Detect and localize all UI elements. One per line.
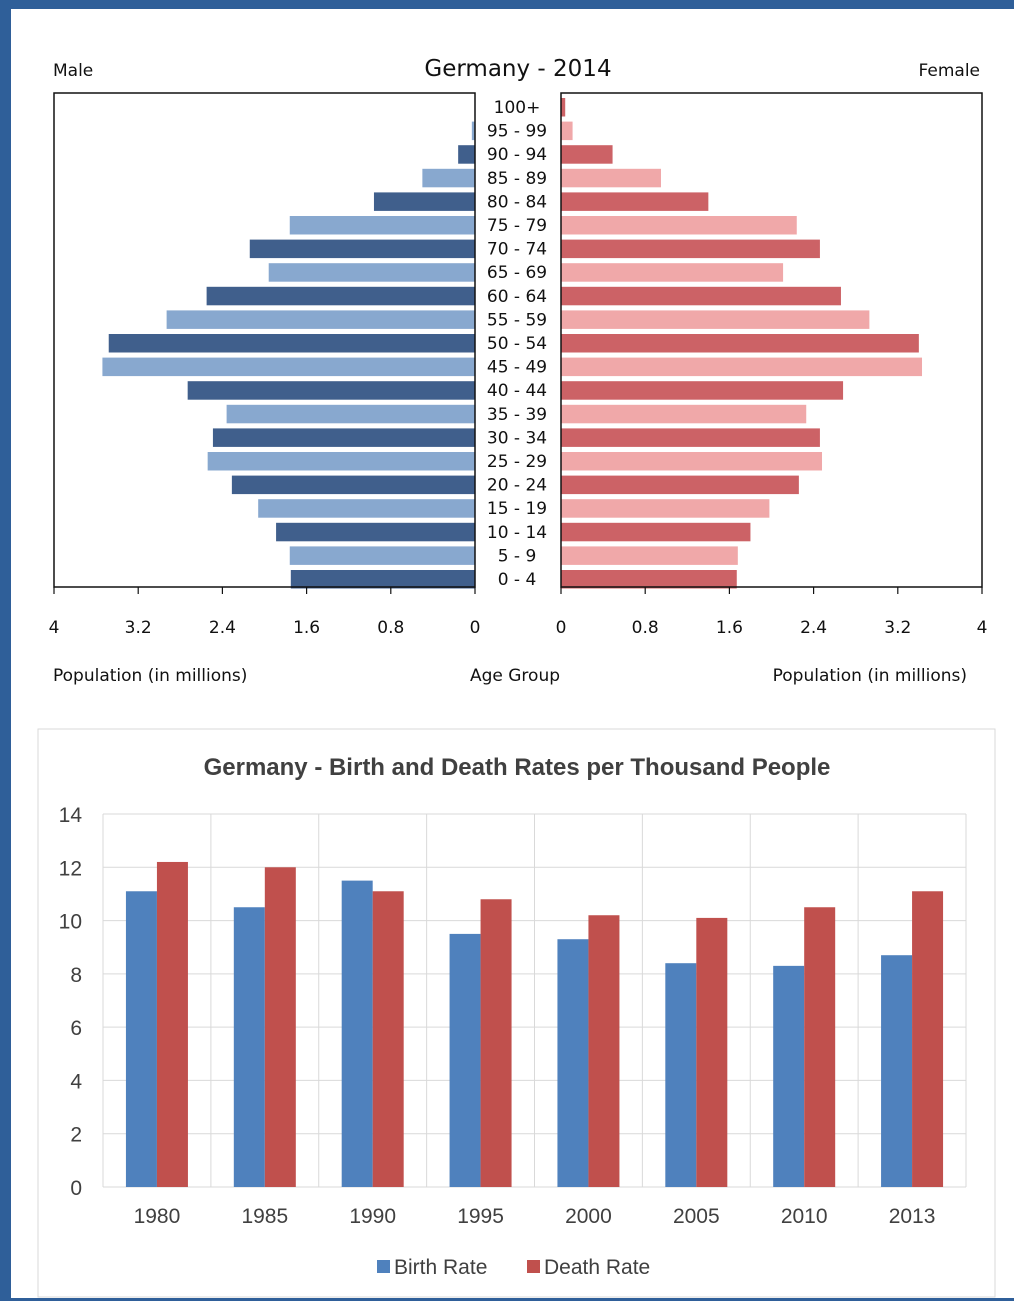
age-group-label: 10 - 14 bbox=[487, 523, 547, 543]
female-bar bbox=[561, 404, 807, 424]
female-bar bbox=[561, 522, 751, 542]
male-bar bbox=[422, 168, 475, 188]
male-bar bbox=[108, 334, 475, 353]
female-plot-frame bbox=[560, 92, 983, 588]
female-x-tick-label: 0.8 bbox=[632, 618, 659, 638]
age-group-label: 5 - 9 bbox=[498, 546, 537, 566]
female-bar bbox=[561, 546, 738, 565]
male-x-tick-label: 3.2 bbox=[125, 618, 152, 638]
female-label: Female bbox=[919, 61, 980, 81]
male-bar bbox=[276, 522, 475, 542]
age-group-label: 15 - 19 bbox=[487, 499, 547, 519]
female-x-tick-label: 0 bbox=[556, 618, 567, 638]
male-bar bbox=[373, 192, 475, 211]
male-bar bbox=[471, 121, 475, 141]
male-x-tick-label: 4 bbox=[49, 618, 60, 638]
male-bar bbox=[268, 263, 475, 282]
female-x-tick-label: 3.2 bbox=[884, 618, 911, 638]
male-bar bbox=[249, 239, 475, 259]
female-bar bbox=[561, 239, 820, 259]
male-x-tick-label: 0 bbox=[470, 618, 481, 638]
male-bar bbox=[226, 404, 475, 424]
male-bar bbox=[258, 499, 475, 518]
male-bar bbox=[289, 216, 475, 235]
age-group-label: 0 - 4 bbox=[498, 570, 537, 590]
female-x-tick-label: 2.4 bbox=[800, 618, 827, 638]
female-bar bbox=[561, 145, 613, 164]
age-group-label: 70 - 74 bbox=[487, 240, 547, 260]
age-group-label: 45 - 49 bbox=[487, 358, 547, 378]
male-bar bbox=[212, 428, 476, 447]
female-x-axis-title: Population (in millions) bbox=[773, 666, 967, 686]
age-group-label: 40 - 44 bbox=[487, 381, 547, 401]
male-bar bbox=[187, 381, 476, 400]
male-bar bbox=[102, 357, 475, 377]
male-bar bbox=[289, 546, 475, 565]
age-group-label: 80 - 84 bbox=[487, 192, 547, 212]
age-group-label: 100+ bbox=[494, 98, 541, 118]
male-x-axis-title: Population (in millions) bbox=[53, 666, 247, 686]
age-group-label: 25 - 29 bbox=[487, 452, 547, 472]
age-group-label: 55 - 59 bbox=[487, 310, 547, 330]
male-x-tick-label: 2.4 bbox=[209, 618, 236, 638]
age-group-label: 35 - 39 bbox=[487, 405, 547, 425]
female-bar bbox=[561, 334, 919, 353]
female-bar bbox=[561, 121, 573, 141]
male-bar bbox=[290, 570, 475, 589]
age-group-label: 50 - 54 bbox=[487, 334, 547, 354]
female-bar bbox=[561, 263, 784, 282]
female-bar bbox=[561, 475, 799, 495]
female-bar bbox=[561, 216, 797, 235]
male-bar bbox=[166, 310, 475, 329]
pyramid-title: Germany - 2014 bbox=[424, 56, 611, 82]
age-group-label: 30 - 34 bbox=[487, 428, 547, 448]
age-group-label: 85 - 89 bbox=[487, 169, 547, 189]
female-bar bbox=[561, 381, 844, 400]
age-group-label: 20 - 24 bbox=[487, 476, 547, 496]
female-bar bbox=[561, 192, 709, 211]
female-bar bbox=[561, 428, 820, 447]
female-x-tick-label: 4 bbox=[977, 618, 988, 638]
male-bar bbox=[206, 286, 476, 306]
age-group-label: 90 - 94 bbox=[487, 145, 547, 165]
age-group-label: 60 - 64 bbox=[487, 287, 547, 307]
population-pyramid-chart: Germany - 2014 Male Female 100+ 95 - 99 90… bbox=[49, 56, 988, 686]
female-bar bbox=[561, 357, 923, 377]
male-x-tick-label: 1.6 bbox=[293, 618, 320, 638]
age-group-label: 65 - 69 bbox=[487, 263, 547, 283]
age-group-label: 95 - 99 bbox=[487, 122, 547, 142]
female-bar bbox=[561, 168, 661, 188]
male-bar bbox=[458, 145, 475, 164]
male-bar bbox=[231, 475, 475, 495]
age-group-label: 75 - 79 bbox=[487, 216, 547, 236]
female-bar bbox=[561, 286, 841, 306]
male-label: Male bbox=[53, 61, 93, 81]
female-bar bbox=[561, 570, 737, 589]
male-plot-frame bbox=[53, 92, 476, 588]
female-bar bbox=[561, 98, 566, 117]
male-bar bbox=[207, 452, 476, 471]
female-x-tick-label: 1.6 bbox=[716, 618, 743, 638]
female-bar bbox=[561, 310, 870, 329]
age-group-axis-title: Age Group bbox=[470, 666, 560, 686]
female-bar bbox=[561, 452, 823, 471]
male-x-tick-label: 0.8 bbox=[377, 618, 404, 638]
female-bar bbox=[561, 499, 770, 518]
